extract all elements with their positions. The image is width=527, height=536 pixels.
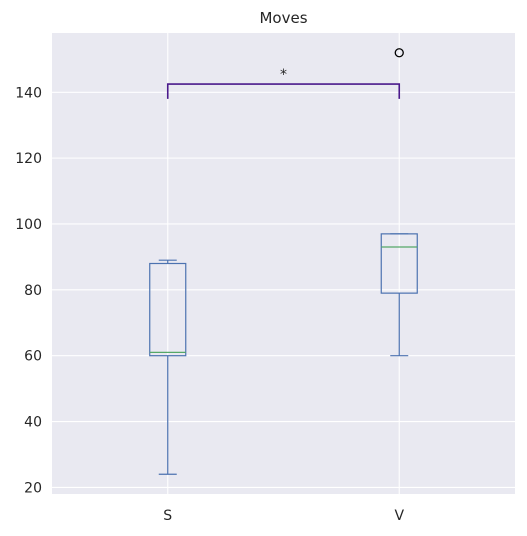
- significance-bracket: [166, 83, 401, 99]
- chart-title: Moves: [259, 9, 307, 27]
- box-series: [149, 48, 418, 475]
- axis-ticks: 20 40 60 80 100 120 140 S V: [15, 85, 404, 524]
- plot-area: [52, 33, 515, 494]
- outlier-point: [394, 48, 404, 58]
- box-iqr: [380, 233, 418, 294]
- y-tick-label: 60: [24, 349, 42, 365]
- y-tick-label: 120: [15, 151, 42, 167]
- significance-label: *: [280, 67, 287, 83]
- x-tick-label: S: [163, 508, 172, 524]
- y-tick-label: 40: [24, 415, 42, 431]
- y-tick-label: 100: [15, 217, 42, 233]
- x-tick-label: V: [394, 508, 404, 524]
- box-s: [149, 259, 187, 475]
- box-iqr: [149, 262, 187, 357]
- y-tick-label: 80: [24, 283, 42, 299]
- box-v: [380, 48, 418, 357]
- y-tick-label: 20: [24, 480, 42, 496]
- significance-annotation: *: [166, 67, 401, 99]
- y-tick-label: 140: [15, 85, 42, 101]
- grid-lines: [52, 33, 515, 494]
